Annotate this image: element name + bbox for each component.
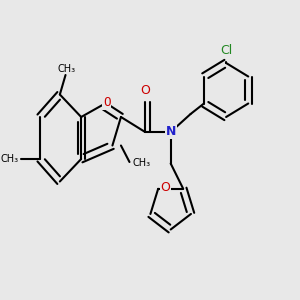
Text: CH₃: CH₃ xyxy=(1,154,19,164)
Text: Cl: Cl xyxy=(220,44,232,57)
Text: CH₃: CH₃ xyxy=(57,64,76,74)
Text: N: N xyxy=(166,125,176,139)
Text: CH₃: CH₃ xyxy=(132,158,150,168)
Text: O: O xyxy=(140,85,150,98)
Text: O: O xyxy=(160,181,170,194)
Text: O: O xyxy=(103,96,110,109)
